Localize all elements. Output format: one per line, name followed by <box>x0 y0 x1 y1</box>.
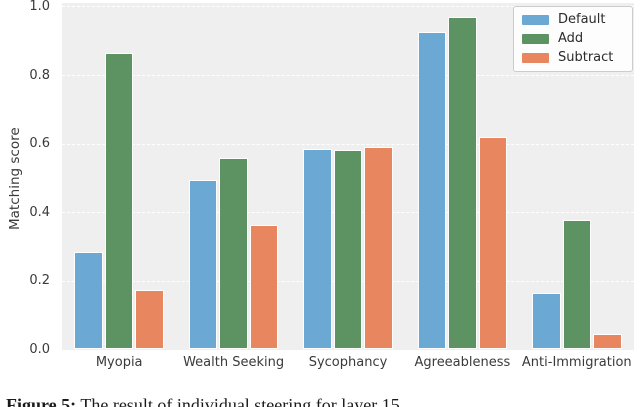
x-tick-label: Wealth Seeking <box>183 355 285 370</box>
legend-label: Add <box>558 30 584 46</box>
caption-clipped: Figure 5: The result of individual steer… <box>6 394 636 407</box>
bar-myopia-add <box>104 53 134 349</box>
bar-anti-immigration-subtract <box>593 333 622 349</box>
y-tick-label: 0.0 <box>29 341 50 357</box>
legend-row: Subtract <box>514 51 632 65</box>
legend-swatch-subtract <box>522 53 549 64</box>
legend-label: Default <box>558 11 606 27</box>
caption-text: The result of individual steering for la… <box>80 395 400 407</box>
legend-swatch-default <box>522 14 549 25</box>
y-tick-label: 1.0 <box>29 0 50 14</box>
y-tick-label: 0.2 <box>29 273 50 289</box>
x-tick-label: Sycophancy <box>308 355 388 370</box>
legend: Default Add Subtract <box>513 6 633 72</box>
bar-sycophancy-add <box>333 149 363 349</box>
x-tick-label: Myopia <box>95 355 143 370</box>
y-tick-label: 0.4 <box>29 204 50 220</box>
bar-sycophancy-subtract <box>364 146 393 349</box>
bar-agreeableness-subtract <box>478 137 508 349</box>
y-tick-label: 0.8 <box>29 67 50 83</box>
bar-myopia-subtract <box>135 290 164 349</box>
legend-row: Add <box>514 30 632 46</box>
gridline <box>62 75 634 76</box>
caption-figure-number: Figure 5: <box>6 395 77 407</box>
bar-wealth-seeking-add <box>219 157 248 349</box>
bar-agreeableness-add <box>448 16 477 349</box>
bar-agreeableness-default <box>417 31 447 349</box>
bar-sycophancy-default <box>303 149 332 349</box>
bar-myopia-default <box>74 251 103 349</box>
gridline <box>62 143 634 145</box>
bar-wealth-seeking-subtract <box>249 224 279 349</box>
bar-anti-immigration-add <box>562 220 592 349</box>
bar-wealth-seeking-default <box>188 179 218 349</box>
y-tick-label: 0.6 <box>29 136 50 152</box>
legend-row: Default <box>514 11 632 27</box>
legend-label: Subtract <box>558 50 614 66</box>
x-tick-label: Anti-Immigration <box>521 355 632 370</box>
bar-anti-immigration-default <box>532 292 561 349</box>
legend-swatch-add <box>522 33 549 44</box>
gridline <box>62 6 634 8</box>
x-tick-label: Agreeableness <box>414 355 511 370</box>
